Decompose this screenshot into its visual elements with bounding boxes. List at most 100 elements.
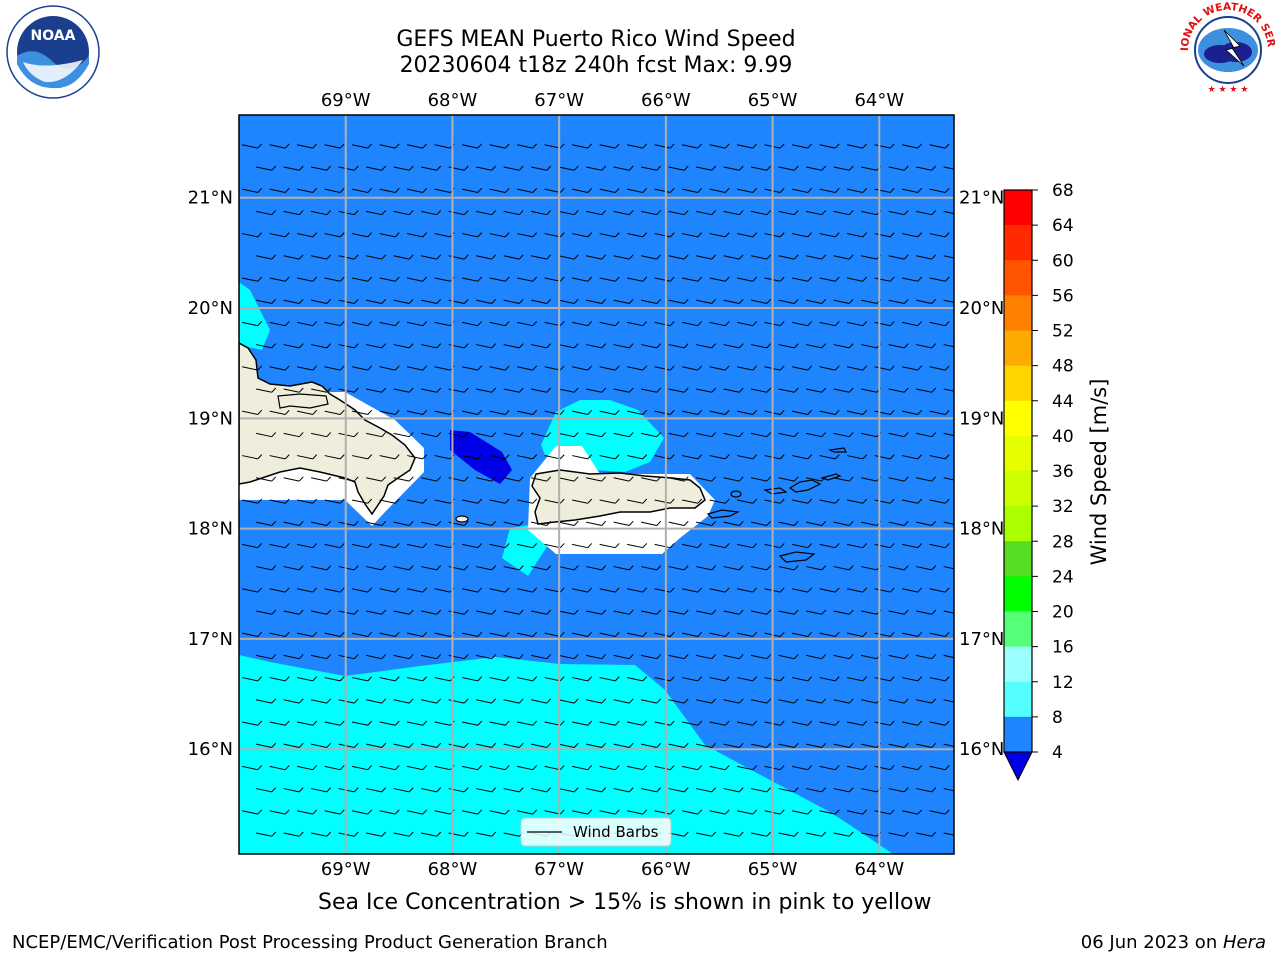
wind-barb — [531, 476, 552, 482]
wind-barb — [297, 676, 318, 682]
wind-barb — [269, 765, 290, 771]
wind-barb — [888, 742, 909, 748]
wind-barb — [311, 343, 332, 349]
footer-host: Hera — [1222, 932, 1266, 953]
wind-barb — [586, 298, 607, 304]
wind-barb — [393, 565, 414, 571]
wind-barb — [379, 232, 400, 238]
wind-barb — [421, 254, 442, 260]
wind-barb — [723, 787, 744, 793]
wind-barb — [503, 387, 524, 393]
wind-barb — [943, 344, 954, 349]
wind-barb — [503, 165, 524, 171]
wind-barb — [819, 676, 840, 682]
wind-barb — [929, 321, 950, 327]
wind-barb — [723, 387, 744, 393]
wind-barb — [283, 432, 304, 438]
wind-barb — [572, 321, 593, 327]
wind-barb — [269, 454, 290, 460]
wind-barb — [544, 809, 565, 815]
wind-barb — [599, 543, 620, 549]
island-st-croix — [778, 551, 816, 563]
wind-barb — [888, 831, 909, 837]
colorbar-tick-label: 8 — [1052, 708, 1063, 728]
wind-barb — [641, 476, 662, 482]
wind-barb — [723, 698, 744, 704]
wind-barb — [283, 387, 304, 393]
wind-barb — [531, 165, 552, 171]
wind-barb — [888, 654, 909, 660]
wind-barb — [833, 210, 854, 216]
wind-barb — [916, 787, 937, 793]
wind-barb — [297, 454, 318, 460]
wind-barb — [916, 298, 937, 304]
wind-barb — [448, 520, 469, 526]
sea-ice-note: Sea Ice Concentration > 15% is shown in … — [318, 890, 932, 915]
wind-barb — [297, 720, 318, 726]
wind-barb — [558, 210, 579, 216]
wind-barb — [778, 165, 799, 171]
wind-barb — [503, 343, 524, 349]
wind-barb — [324, 587, 345, 593]
wind-barb — [778, 742, 799, 748]
wind-barb — [242, 276, 263, 282]
colorbar-segment — [1004, 716, 1032, 752]
wind-barb — [641, 298, 662, 304]
wind-barb — [352, 809, 373, 815]
wind-barb — [778, 254, 799, 260]
wind-barb — [366, 387, 387, 393]
wind-barb — [379, 809, 400, 815]
wind-barb — [709, 676, 730, 682]
wind-barb — [668, 343, 689, 349]
wind-barb — [586, 609, 607, 615]
wind-barb — [421, 520, 442, 526]
wind-barb — [379, 187, 400, 193]
wind-barb — [902, 676, 923, 682]
land-hispaniola-islet — [277, 393, 329, 409]
wind-barb — [283, 565, 304, 571]
wind-barb — [379, 720, 400, 726]
wind-barb — [324, 365, 345, 371]
wind-barb — [379, 587, 400, 593]
wind-barb — [806, 343, 827, 349]
wind-barb — [393, 831, 414, 837]
wind-barb — [366, 210, 387, 216]
svg-text:★ ★ ★ ★: ★ ★ ★ ★ — [1208, 85, 1249, 95]
wind-barb — [902, 720, 923, 726]
wind-barb — [531, 654, 552, 660]
wind-barb — [751, 298, 772, 304]
lat-tick-label-left: 20°N — [188, 298, 233, 319]
wind-barb — [531, 698, 552, 704]
wind-barb — [572, 720, 593, 726]
wind-barb — [847, 676, 868, 682]
wind-barb — [627, 365, 648, 371]
wind-barb — [531, 298, 552, 304]
colorbar-tick-label: 4 — [1052, 743, 1063, 763]
wind-barb — [242, 409, 263, 415]
wind-barb — [586, 165, 607, 171]
wind-barb — [393, 343, 414, 349]
colorbar-segment — [1004, 681, 1032, 718]
lon-tick-label-bottom: 68°W — [428, 859, 478, 880]
island-virgin-tortola — [788, 479, 822, 493]
colorbar-extend-arrow — [1003, 751, 1033, 782]
wind-barb — [627, 676, 648, 682]
wind-barb — [256, 698, 277, 704]
lon-tick-label-top: 67°W — [534, 90, 584, 111]
colorbar-segment — [1004, 260, 1032, 296]
wind-barb — [819, 143, 840, 149]
colorbar-tick-label: 36 — [1052, 462, 1074, 482]
wind-barb — [613, 654, 634, 660]
wind-barb — [613, 254, 634, 260]
wind-barb — [572, 543, 593, 549]
wind-barb — [393, 609, 414, 615]
map-legend: Wind Barbs — [520, 817, 672, 847]
wind-barb — [256, 387, 277, 393]
wind-barb — [874, 587, 895, 593]
wind-barb — [696, 609, 717, 615]
wind-barb — [627, 631, 648, 637]
wind-barb — [256, 520, 277, 526]
wind-barb — [407, 454, 428, 460]
lat-tick-label-right: 17°N — [959, 629, 1004, 650]
wind-barb — [654, 809, 675, 815]
